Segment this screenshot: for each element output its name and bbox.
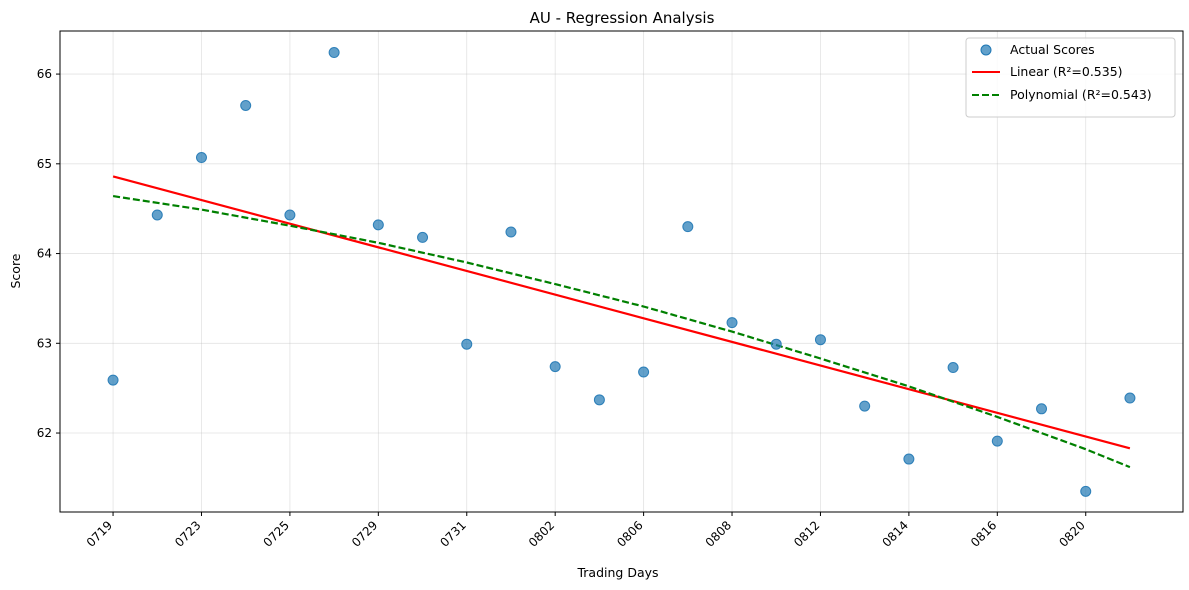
polynomial-fit-line (112, 195, 1131, 469)
chart-title: AU - Regression Analysis (530, 9, 715, 27)
legend-marker-actual (980, 44, 992, 56)
data-point (814, 334, 826, 346)
y-tick-label: 65 (37, 157, 52, 171)
data-point (682, 221, 694, 233)
scatter-points (107, 47, 1136, 497)
x-tick-label: 0808 (703, 518, 734, 549)
legend: Actual Scores Linear (R²=0.535) Polynomi… (965, 37, 1176, 118)
data-point (859, 400, 871, 412)
fit-lines (112, 175, 1131, 469)
plot-frame (59, 30, 1184, 513)
y-axis: 62 63 64 65 66 (37, 67, 60, 440)
data-point (284, 209, 296, 221)
data-point (1124, 392, 1136, 404)
data-point (947, 362, 959, 374)
data-point (240, 99, 252, 111)
data-point (1036, 403, 1048, 415)
data-point (417, 231, 429, 243)
x-tick-label: 0723 (172, 518, 203, 549)
data-point (461, 338, 473, 350)
data-point (1080, 485, 1092, 497)
data-point (593, 394, 605, 406)
y-tick-label: 66 (37, 67, 52, 81)
x-tick-label: 0719 (84, 518, 115, 549)
data-point (638, 366, 650, 378)
linear-fit-line (112, 175, 1131, 450)
data-point (195, 152, 207, 164)
data-point (770, 338, 782, 350)
x-tick-label: 0820 (1056, 518, 1087, 549)
y-tick-label: 62 (37, 426, 52, 440)
x-tick-label: 0729 (349, 518, 380, 549)
y-tick-label: 63 (37, 336, 52, 350)
x-axis: 0719 0723 0725 0729 0731 0802 0806 0808 0812 0814… (84, 512, 1088, 550)
x-tick-label: 0806 (614, 518, 645, 549)
x-tick-label: 0812 (791, 518, 822, 549)
legend-label-linear: Linear (R²=0.535) (1010, 64, 1123, 79)
legend-label-polynomial: Polynomial (R²=0.543) (1010, 87, 1152, 102)
data-point (726, 317, 738, 329)
data-point (991, 435, 1003, 447)
y-axis-label: Score (8, 253, 23, 288)
data-point (328, 47, 340, 59)
data-point (151, 209, 163, 221)
x-tick-label: 0731 (437, 518, 468, 549)
legend-label-actual: Actual Scores (1010, 42, 1095, 57)
data-point (549, 361, 561, 373)
data-point (505, 226, 517, 238)
y-tick-label: 64 (37, 247, 52, 261)
x-tick-label: 0816 (968, 518, 999, 549)
x-tick-label: 0725 (261, 518, 292, 549)
grid (60, 31, 1183, 512)
x-axis-label: Trading Days (576, 565, 658, 580)
x-tick-label: 0802 (526, 518, 557, 549)
data-point (903, 453, 915, 465)
legend-box (965, 37, 1176, 118)
data-point (372, 219, 384, 231)
data-point (107, 374, 119, 386)
x-tick-label: 0814 (880, 518, 911, 549)
